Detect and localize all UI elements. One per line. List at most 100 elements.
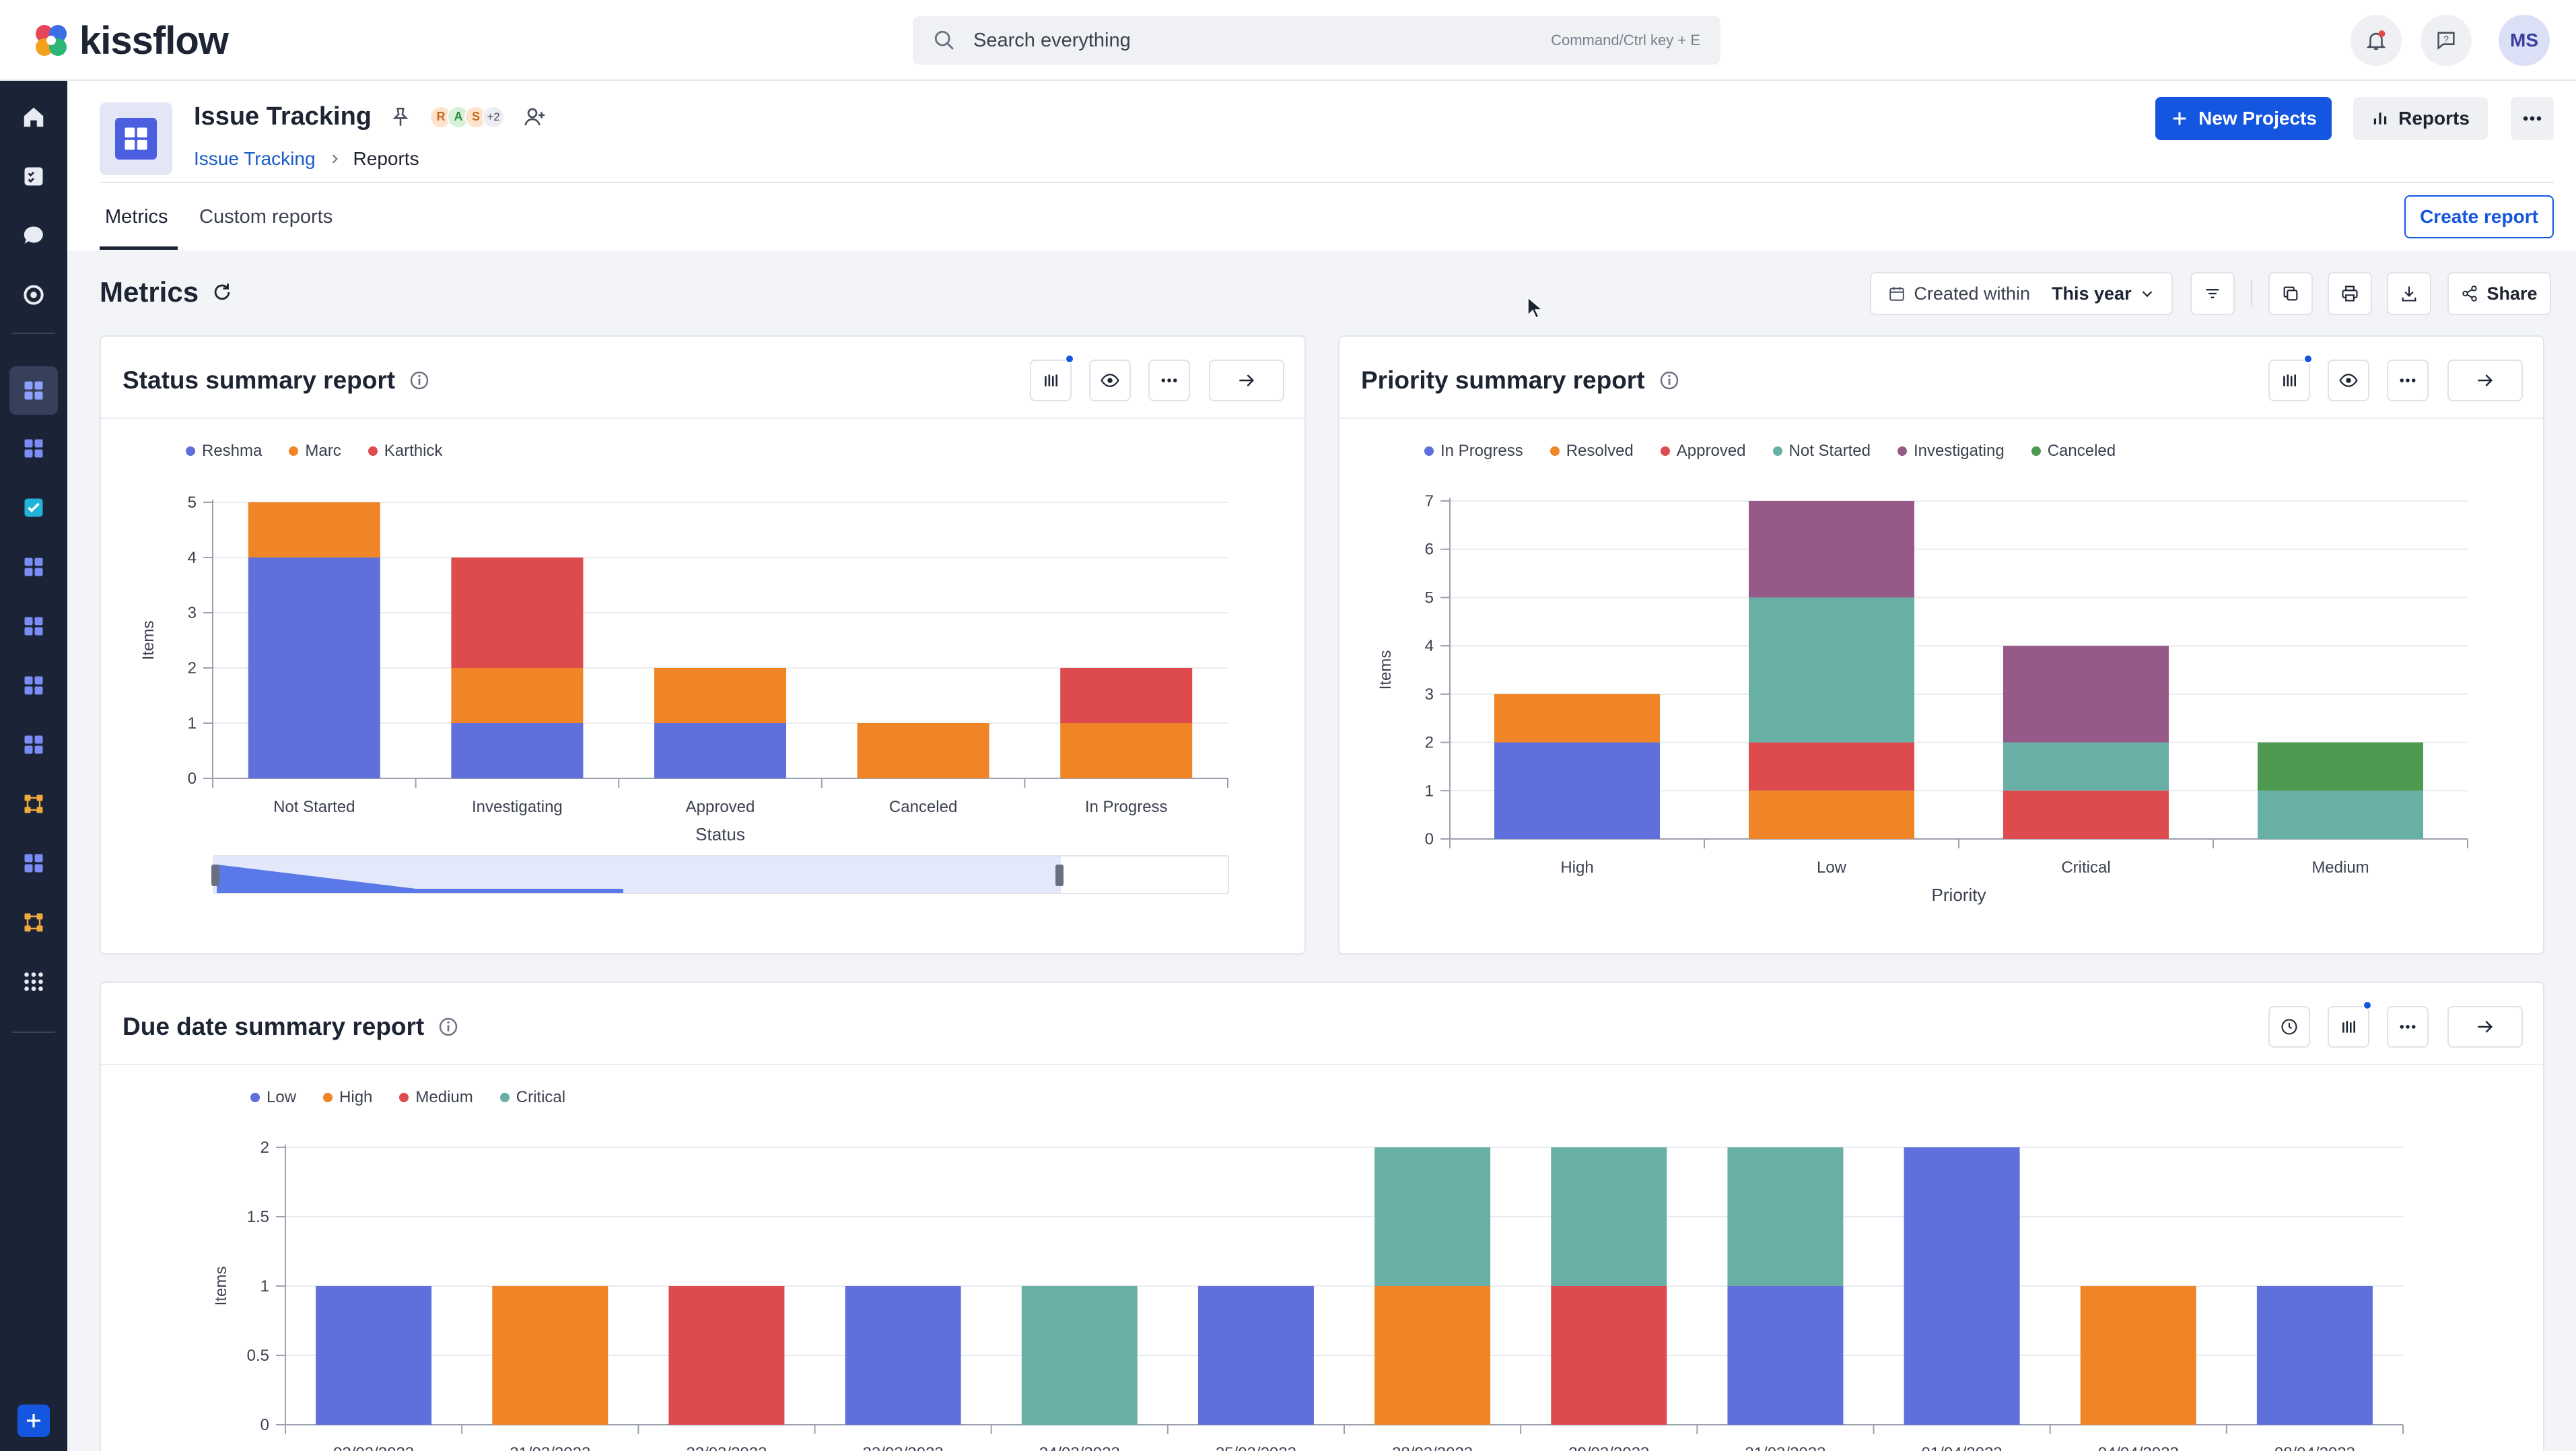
bar-segment [451, 558, 584, 668]
kissflow-logo[interactable]: kissflow [32, 15, 229, 66]
more-horizontal-icon [2400, 378, 2416, 382]
duplicate-button[interactable] [2268, 272, 2313, 315]
refresh-icon[interactable] [211, 281, 234, 304]
new-projects-button[interactable]: New Projects [2155, 97, 2332, 140]
chart-type-button[interactable] [1030, 354, 1074, 401]
bar-segment [1021, 1286, 1138, 1425]
sidebar-item-process-2[interactable] [18, 906, 50, 939]
community-icon[interactable] [18, 279, 50, 311]
legend-item[interactable]: Not Started [1772, 442, 1871, 461]
legend-item[interactable]: Low [250, 1088, 296, 1107]
info-icon[interactable] [409, 370, 430, 391]
calendar-icon [1889, 287, 1905, 301]
sidebar-item-app-9[interactable] [18, 847, 50, 879]
legend-item[interactable]: Critical [499, 1088, 565, 1107]
sidebar-item-app-5[interactable] [18, 610, 50, 642]
panel-title: Status summary report [123, 366, 430, 395]
y-tick-label: 0.5 [247, 1347, 269, 1365]
y-tick-label: 1 [1425, 782, 1434, 800]
legend-item[interactable]: Canceled [2031, 442, 2116, 461]
filter-label: Created within [1914, 283, 2031, 304]
share-button[interactable]: Share [2447, 272, 2551, 315]
legend-item[interactable]: Approved [1660, 442, 1746, 461]
bar-segment [654, 723, 786, 778]
sidebar-item-app-7[interactable] [18, 729, 50, 761]
breadcrumb-current: Reports [353, 148, 419, 169]
panel-title: Priority summary report [1361, 366, 1680, 395]
y-tick-label: 4 [1425, 637, 1434, 655]
reports-button[interactable]: Reports [2353, 97, 2488, 140]
filter-button[interactable] [2190, 272, 2235, 315]
breadcrumb-link[interactable]: Issue Tracking [194, 148, 316, 169]
all-apps-icon[interactable] [18, 966, 50, 998]
y-tick-label: 4 [188, 549, 197, 567]
sidebar-item-issue-tracking[interactable] [9, 366, 58, 415]
add-app-button[interactable] [18, 1405, 50, 1437]
app-grid-icon [24, 854, 43, 873]
home-icon[interactable] [18, 101, 50, 133]
panel-more-button[interactable] [2387, 360, 2429, 401]
more-options-button[interactable] [2511, 97, 2554, 140]
y-tick-label: 0 [1425, 830, 1434, 848]
sidebar-item-app-4[interactable] [18, 551, 50, 583]
sidebar-item-app-6[interactable] [18, 669, 50, 702]
tasks-icon[interactable] [18, 160, 50, 193]
search-input[interactable]: Search everything [973, 29, 1131, 51]
x-tick-label: 22/03/2023 [686, 1444, 767, 1451]
legend-item[interactable]: In Progress [1424, 442, 1523, 461]
y-tick-label: 2 [188, 659, 197, 677]
indicator-dot [1065, 354, 1074, 364]
print-button[interactable] [2328, 272, 2372, 315]
chart-type-button[interactable] [2268, 354, 2313, 401]
open-report-button[interactable] [1209, 360, 1284, 401]
x-axis-label: Priority [1932, 885, 1986, 905]
chat-icon[interactable] [18, 220, 50, 252]
info-icon[interactable] [1659, 370, 1680, 391]
legend-item[interactable]: Investigating [1897, 442, 2005, 461]
create-report-button[interactable]: Create report [2404, 195, 2554, 238]
copy-icon [2283, 286, 2298, 301]
panel-more-button[interactable] [1148, 360, 1190, 401]
download-button[interactable] [2387, 272, 2431, 315]
legend-item[interactable]: Medium [399, 1088, 473, 1107]
add-user-icon[interactable] [522, 105, 547, 129]
panel-divider [101, 417, 1304, 419]
view-button[interactable] [2328, 360, 2369, 401]
sidebar-item-process[interactable] [18, 788, 50, 820]
open-report-button[interactable] [2447, 360, 2523, 401]
notifications-button[interactable] [2351, 15, 2402, 66]
legend-item[interactable]: High [323, 1088, 372, 1107]
bar-segment [857, 723, 989, 778]
zoom-handle-left[interactable] [211, 865, 219, 886]
legend-item[interactable]: Resolved [1550, 442, 1634, 461]
collaborator-avatars[interactable]: R A S +2 [429, 105, 506, 129]
panel-more-button[interactable] [2387, 1006, 2429, 1048]
tab-metrics[interactable]: Metrics [105, 206, 168, 228]
info-icon[interactable] [438, 1016, 459, 1038]
legend-item[interactable]: Karthick [368, 442, 442, 461]
x-tick-label: In Progress [1085, 798, 1168, 816]
view-button[interactable] [1089, 360, 1131, 401]
bar-segment [451, 723, 584, 778]
x-tick-label: High [1560, 858, 1593, 877]
due-date-summary-title: Due date summary report [123, 1013, 425, 1040]
sidebar-item-app-2[interactable] [18, 432, 50, 465]
bar-segment [1494, 742, 1660, 839]
bar-segment [2258, 790, 2423, 839]
chart-type-button[interactable] [2328, 1001, 2372, 1048]
open-report-button[interactable] [2447, 1006, 2523, 1048]
sidebar-item-checklist[interactable] [18, 492, 50, 524]
search-bar[interactable]: Search everything Command/Ctrl key + E [913, 16, 1720, 65]
tab-custom-reports[interactable]: Custom reports [199, 206, 333, 228]
bar-segment [2258, 742, 2423, 791]
created-within-filter[interactable]: Created within This year [1870, 272, 2173, 315]
time-range-button[interactable] [2268, 1006, 2310, 1048]
zoom-handle-right[interactable] [1055, 865, 1064, 886]
legend-item[interactable]: Marc [289, 442, 341, 461]
zoom-slider[interactable] [211, 855, 1229, 894]
help-button[interactable]: ? [2421, 15, 2472, 66]
legend-item[interactable]: Reshma [186, 442, 262, 461]
pin-icon[interactable] [389, 106, 412, 129]
user-avatar[interactable]: MS [2499, 15, 2550, 66]
x-tick-label: 08/04/2023 [2274, 1444, 2355, 1451]
